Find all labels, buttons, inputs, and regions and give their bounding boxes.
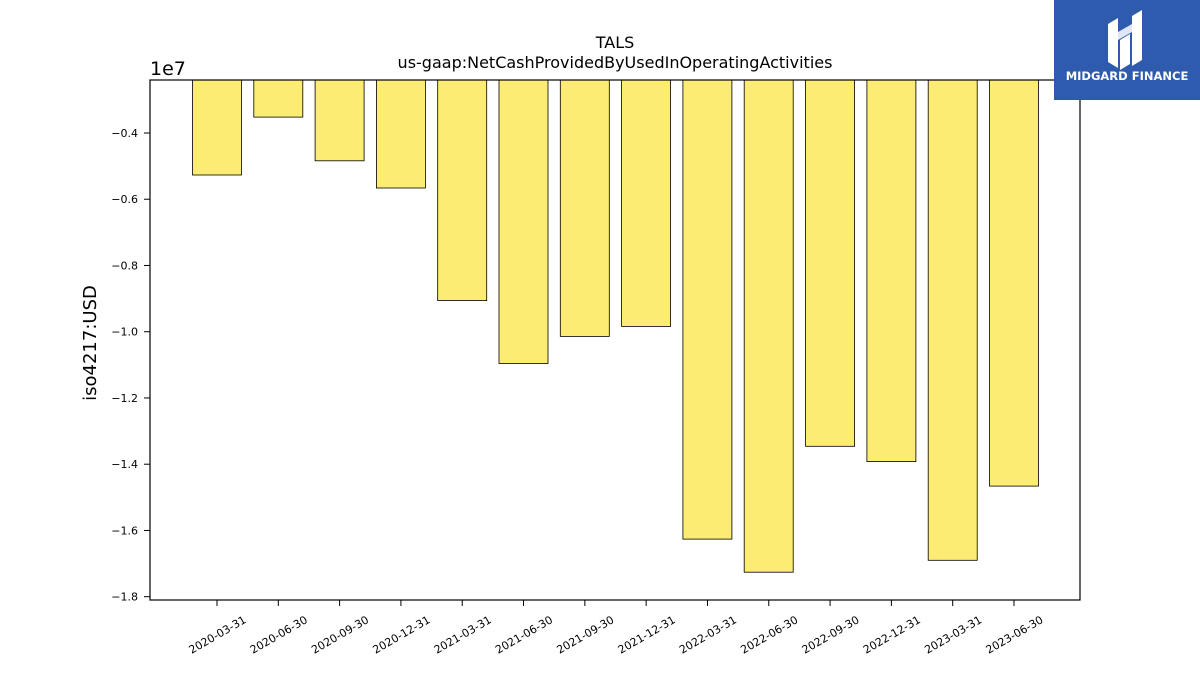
bar (743, 79, 794, 573)
logo-text: MIDGARD FINANCE (1065, 69, 1189, 83)
bar (927, 79, 978, 561)
x-tick-label: 2023-03-31 (922, 613, 984, 656)
plot-frame (149, 79, 1081, 601)
chart-title: TALS (595, 33, 635, 52)
x-tick-label: 2021-12-31 (616, 613, 678, 656)
x-tick-label: 2022-09-30 (800, 613, 862, 656)
bar (498, 79, 549, 364)
chart-subtitle: us-gaap:NetCashProvidedByUsedInOperating… (398, 53, 833, 72)
x-tick-label: 2020-06-30 (248, 613, 310, 656)
x-axis-ticks: 2020-03-31 2020-06-30 2020-09-30 2020-12-31… (187, 600, 1046, 657)
y-axis-ticks: −0.4 −0.6 −0.8 −1.0 −1.2 −1.4 −1.6 −1.8 (111, 127, 150, 604)
x-tick-label: 2021-06-30 (493, 613, 555, 656)
x-tick-label: 2020-12-31 (371, 613, 433, 656)
bars-group (192, 79, 1039, 573)
bar (559, 79, 610, 337)
x-tick-label: 2023-06-30 (984, 613, 1046, 656)
bar (314, 79, 365, 162)
x-tick-label: 2022-03-31 (677, 613, 739, 656)
y-tick-label: −1.8 (111, 591, 138, 604)
brand-logo: MIDGARD FINANCE (1054, 0, 1200, 100)
x-tick-label: 2022-06-30 (738, 613, 800, 656)
y-tick-label: −0.8 (111, 259, 138, 272)
bar (253, 79, 304, 118)
x-tick-label: 2022-12-31 (861, 613, 923, 656)
y-tick-label: −1.6 (111, 524, 138, 537)
x-tick-label: 2021-03-31 (432, 613, 494, 656)
y-tick-label: −0.4 (111, 127, 138, 140)
bar (866, 79, 917, 463)
bar (621, 79, 671, 327)
y-tick-label: −1.2 (111, 392, 138, 405)
y-axis-label: iso4217:USD (80, 285, 101, 401)
y-tick-label: −0.6 (111, 193, 138, 206)
bar (437, 79, 488, 302)
bar (682, 79, 733, 540)
bar (989, 79, 1039, 487)
bar (805, 79, 855, 447)
bar (375, 79, 426, 189)
y-axis-offset-label: 1e7 (150, 58, 186, 80)
y-tick-label: −1.4 (111, 458, 138, 471)
logo-mark-icon (1108, 10, 1142, 70)
x-tick-label: 2020-09-30 (309, 613, 371, 656)
x-tick-label: 2021-09-30 (554, 613, 616, 656)
bar (192, 79, 242, 176)
x-tick-label: 2020-03-31 (187, 613, 249, 656)
y-tick-label: −1.0 (111, 326, 138, 339)
